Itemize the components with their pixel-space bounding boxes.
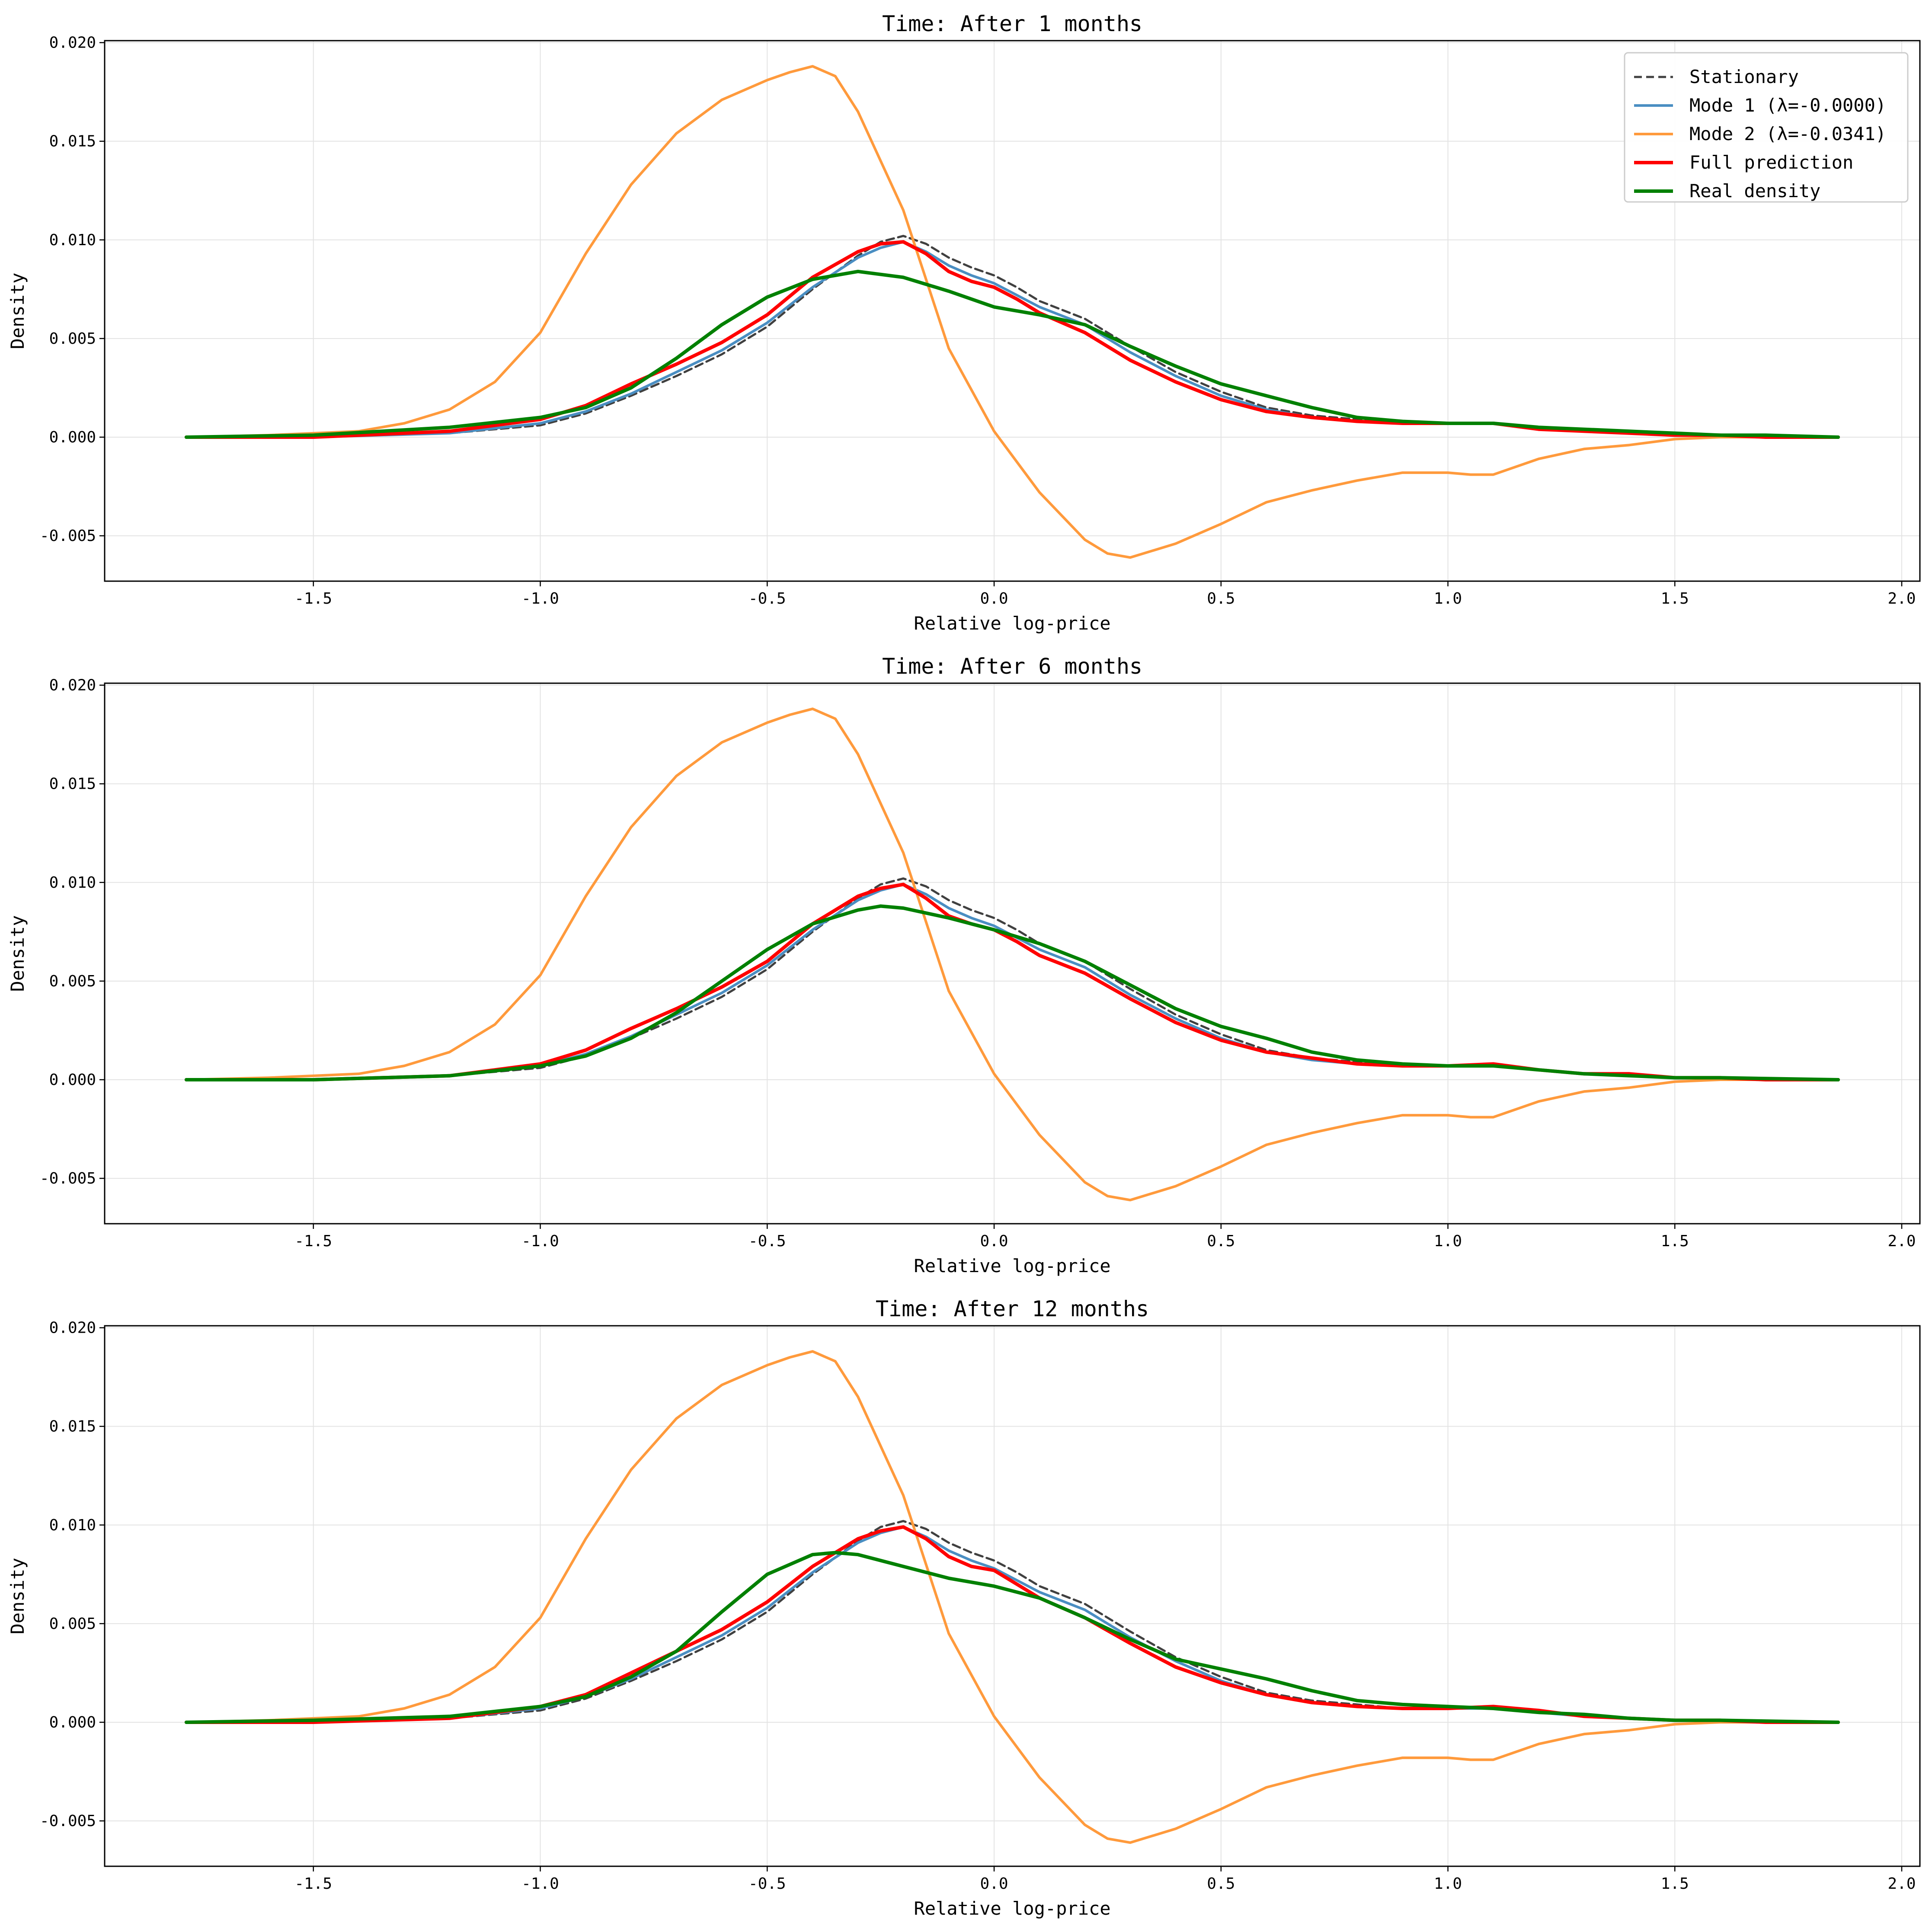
series-line-full-prediction [184,240,1840,439]
x-tick-label: 1.5 [1661,590,1689,608]
y-ticks: -0.005 0.000 0.005 0.010 0.015 0.020 [40,677,105,1187]
x-tick-label: 0.0 [980,1232,1008,1250]
x-tick-label: 0.5 [1207,1232,1235,1250]
panel-after-6-months: -1.5 -1.0 -0.5 0.0 0.5 1.0 1.5 2.0 -0.005 0.000 0… [7,654,1921,1276]
x-tick-label: 0.0 [980,1875,1008,1893]
series-line-mode-2-0-0341 [185,65,1840,559]
y-tick-label: 0.005 [49,330,96,348]
x-tick-label: 1.5 [1661,1875,1689,1893]
y-tick-label: 0.020 [49,34,96,52]
x-tick-label: -1.5 [294,1232,332,1250]
y-tick-label: 0.015 [49,1418,96,1436]
y-tick-label: 0.010 [49,231,96,249]
x-tick-label: 2.0 [1888,1875,1916,1893]
x-tick-label: 2.0 [1888,590,1916,608]
y-tick-label: 0.020 [49,1319,96,1337]
legend: Stationary Mode 1 (λ=-0.0000) Mode 2 (λ=-0… [1624,52,1909,203]
chart-title: Time: After 12 months [876,1296,1149,1321]
grid [105,41,1920,581]
x-tick-label: 0.5 [1207,590,1235,608]
x-tick-label: 2.0 [1888,1232,1916,1250]
x-tick-label: -1.0 [521,1232,559,1250]
legend-label-real-density: Real density [1689,180,1820,202]
axes-frame [104,682,1921,1225]
x-tick-label: -1.5 [294,590,332,608]
series-line-real-density [184,269,1840,439]
chart-title: Time: After 6 months [882,654,1142,679]
legend-label-mode-2-0-0341: Mode 2 (λ=-0.0341) [1689,123,1886,144]
y-tick-label: 0.000 [49,1071,96,1089]
legend-box [1624,52,1909,203]
y-axis-label: Density [7,915,28,992]
y-tick-label: 0.010 [49,1516,96,1534]
x-tick-label: 1.0 [1434,590,1462,608]
chart-title: Time: After 1 months [882,11,1142,36]
y-tick-label: 0.005 [49,1615,96,1633]
panel-after-12-months: -1.5 -1.0 -0.5 0.0 0.5 1.0 1.5 2.0 -0.005 0.000 0… [7,1296,1921,1919]
x-ticks: -1.5 -1.0 -0.5 0.0 0.5 1.0 1.5 2.0 [294,581,1916,608]
legend-label-mode-1-0-0000: Mode 1 (λ=-0.0000) [1689,95,1886,116]
x-axis-label: Relative log-price [914,1255,1110,1276]
x-tick-label: 0.0 [980,590,1008,608]
x-ticks: -1.5 -1.0 -0.5 0.0 0.5 1.0 1.5 2.0 [294,1224,1916,1250]
x-tick-label: 1.0 [1434,1875,1462,1893]
series-line-real-density [184,1551,1840,1724]
panel-after-1-months: -1.5 -1.0 -0.5 0.0 0.5 1.0 1.5 2.0 -0.005 0.000 0… [7,11,1921,634]
y-tick-label: -0.005 [40,1812,96,1830]
series-lines [184,65,1840,559]
x-tick-label: -0.5 [748,1875,786,1893]
legend-label-stationary: Stationary [1689,66,1799,87]
axes-frame [104,1325,1921,1867]
x-ticks: -1.5 -1.0 -0.5 0.0 0.5 1.0 1.5 2.0 [294,1866,1916,1893]
legend-entries: Stationary Mode 1 (λ=-0.0000) Mode 2 (λ=-0… [1634,66,1886,202]
grid [105,1326,1920,1866]
y-ticks: -0.005 0.000 0.005 0.010 0.015 0.020 [40,34,105,545]
x-tick-label: -1.0 [521,1875,559,1893]
y-tick-label: 0.010 [49,874,96,892]
series-line-mode-2-0-0341 [185,1350,1840,1844]
y-ticks: -0.005 0.000 0.005 0.010 0.015 0.020 [40,1319,105,1830]
x-tick-label: 0.5 [1207,1875,1235,1893]
y-axis-label: Density [7,272,28,349]
x-axis-label: Relative log-price [914,613,1110,634]
series-line-real-density [184,904,1840,1081]
x-tick-label: -1.5 [294,1875,332,1893]
series-lines [184,707,1840,1202]
series-lines [184,1350,1840,1844]
x-tick-label: -0.5 [748,1232,786,1250]
y-tick-label: 0.015 [49,775,96,793]
x-axis-label: Relative log-price [914,1898,1110,1919]
y-tick-label: 0.005 [49,972,96,990]
x-tick-label: -1.0 [521,590,559,608]
y-tick-label: 0.000 [49,429,96,446]
axes-frame [104,40,1921,582]
y-tick-label: -0.005 [40,1170,96,1187]
y-axis-label: Density [7,1558,28,1634]
series-line-mode-2-0-0341 [185,707,1840,1202]
legend-label-full-prediction: Full prediction [1689,152,1853,173]
y-tick-label: 0.000 [49,1714,96,1731]
x-tick-label: -0.5 [748,590,786,608]
x-tick-label: 1.0 [1434,1232,1462,1250]
x-tick-label: 1.5 [1661,1232,1689,1250]
y-tick-label: 0.020 [49,677,96,694]
y-tick-label: -0.005 [40,527,96,545]
y-tick-label: 0.015 [49,133,96,150]
grid [105,683,1920,1224]
